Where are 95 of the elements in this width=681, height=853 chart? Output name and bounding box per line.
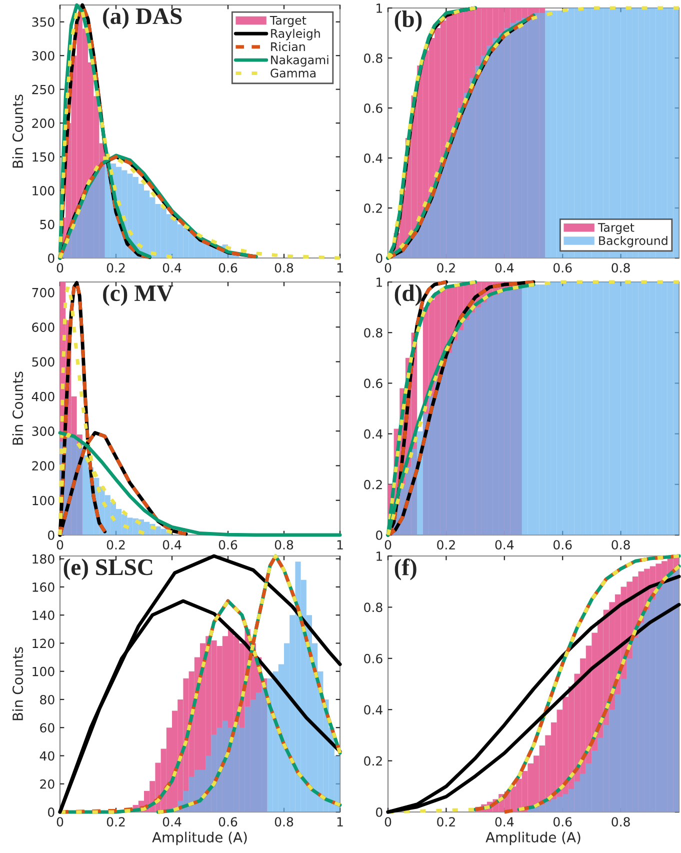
y-tick-label: 0 [376, 807, 382, 817]
x-tick-label: 0.6 [553, 540, 572, 550]
y-axis-title: Bin Counts [12, 94, 24, 168]
annotation: (b) [394, 10, 422, 32]
y-tick-label: 100 [32, 496, 54, 506]
y-tick-label: 20 [40, 779, 54, 789]
x-tick-label: 0.6 [218, 540, 238, 550]
x-tick-label: 0.8 [612, 263, 630, 273]
x-tick-label: 0.6 [553, 817, 572, 827]
y-tick-label: 350 [32, 17, 54, 27]
x-tick-label: 0.8 [274, 263, 294, 273]
y-tick-label: 0 [376, 253, 382, 263]
y-tick-label: 50 [40, 220, 54, 230]
x-tick-label: 1 [337, 817, 343, 826]
x-tick-label: 0 [56, 540, 64, 550]
x-tick-label: 0.2 [437, 817, 455, 827]
y-tick-label: 1 [376, 4, 382, 13]
legend-label: Target [270, 16, 306, 28]
annotation: (a) DAS [103, 8, 182, 29]
x-tick-label: 0 [56, 263, 64, 273]
x-tick-label: 0.6 [218, 817, 238, 827]
x-tick-label: 0.2 [106, 263, 125, 273]
y-tick-label: 180 [32, 554, 54, 564]
x-tick-label: 0.6 [218, 263, 238, 273]
x-tick-label: 0.4 [495, 817, 514, 827]
y-tick-label: 80 [40, 694, 54, 704]
y-tick-label: 60 [40, 723, 54, 733]
y-axis-title: Bin Counts [12, 647, 24, 720]
legend-label: Background [599, 236, 668, 248]
y-tick-label: 600 [32, 322, 54, 332]
x-tick-label: 0 [384, 817, 392, 827]
y-tick-label: 0.2 [364, 203, 382, 213]
x-axis-title: Amplitude (A) [152, 832, 247, 846]
y-tick-label: 300 [32, 51, 54, 61]
y-tick-label: 160 [32, 582, 54, 592]
y-tick-label: 250 [32, 84, 54, 94]
y-tick-label: 0 [48, 530, 54, 540]
x-tick-label: 0 [384, 263, 392, 273]
y-tick-label: 0.8 [364, 53, 382, 63]
annotation: (d) [394, 284, 422, 306]
y-tick-label: 150 [32, 152, 54, 162]
y-tick-label: 0.2 [364, 756, 382, 766]
x-tick-label: 0 [384, 540, 392, 550]
annotation: (f) [394, 558, 416, 580]
y-tick-label: 0 [48, 253, 54, 263]
y-tick-label: 140 [32, 610, 54, 620]
annotation: (e) SLSC [64, 558, 152, 580]
x-tick-label: 1 [337, 263, 343, 272]
y-tick-label: 300 [32, 426, 54, 436]
x-tick-label: 0.4 [162, 817, 182, 827]
y-tick-label: 200 [32, 461, 54, 471]
y-tick-label: 0.4 [364, 153, 382, 163]
y-tick-label: 1 [376, 278, 382, 287]
y-tick-label: 120 [32, 638, 54, 648]
x-tick-label: 0.8 [612, 540, 630, 550]
x-tick-label: 0.4 [495, 263, 514, 273]
legend-label: Rician [271, 42, 305, 52]
x-tick-label: 0.8 [612, 817, 630, 827]
x-tick-label: 0.8 [274, 817, 294, 827]
y-tick-label: 0.6 [364, 378, 382, 388]
y-tick-label: 0.2 [364, 480, 382, 490]
annotation: (c) MV [103, 284, 174, 306]
y-tick-label: 100 [32, 186, 54, 196]
x-tick-label: 0.2 [437, 263, 455, 273]
x-axis-title: Amplitude (A) [486, 832, 580, 846]
x-tick-label: 0.2 [437, 540, 455, 550]
x-tick-label: 0.6 [553, 263, 572, 273]
x-tick-label: 0.8 [274, 540, 294, 550]
x-tick-label: 0.4 [495, 540, 514, 550]
y-tick-label: 0.6 [364, 103, 382, 113]
y-tick-label: 100 [32, 666, 54, 676]
y-tick-label: 400 [32, 392, 54, 402]
y-tick-label: 0.8 [364, 602, 382, 612]
y-tick-label: 0.4 [364, 705, 382, 715]
x-tick-label: 0.4 [162, 540, 182, 550]
legend-label: Target [598, 223, 634, 234]
x-tick-label: 1 [337, 540, 343, 550]
legend-label: Rayleigh [271, 28, 320, 40]
y-tick-label: 0 [48, 807, 54, 817]
legend-label: Gamma [270, 68, 316, 78]
y-tick-label: 500 [32, 357, 54, 367]
y-tick-label: 1 [376, 552, 382, 561]
x-tick-label: 0 [56, 817, 64, 827]
y-tick-label: 40 [40, 751, 54, 761]
legend-label: Nakagami [271, 55, 328, 67]
y-tick-label: 0.6 [364, 654, 382, 664]
x-tick-label: 0.2 [106, 817, 125, 827]
y-tick-label: 700 [32, 288, 54, 298]
x-tick-label: 0.4 [162, 263, 182, 273]
y-tick-label: 0 [376, 530, 382, 540]
y-axis-title: Bin Counts [12, 372, 24, 445]
y-tick-label: 0.4 [364, 429, 382, 439]
y-tick-label: 0.8 [364, 328, 382, 338]
x-tick-label: 0.2 [106, 540, 125, 550]
y-tick-label: 200 [32, 118, 54, 128]
